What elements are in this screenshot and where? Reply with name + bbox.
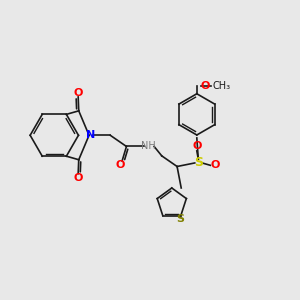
Text: O: O bbox=[74, 88, 83, 98]
Text: O: O bbox=[116, 160, 125, 170]
Text: O: O bbox=[201, 80, 210, 91]
Text: CH₃: CH₃ bbox=[213, 80, 231, 91]
Text: O: O bbox=[74, 173, 83, 183]
Text: S: S bbox=[176, 214, 184, 224]
Text: N: N bbox=[86, 130, 95, 140]
Text: S: S bbox=[194, 157, 203, 169]
Text: O: O bbox=[211, 160, 220, 170]
Text: NH: NH bbox=[141, 142, 156, 152]
Text: O: O bbox=[192, 141, 202, 151]
